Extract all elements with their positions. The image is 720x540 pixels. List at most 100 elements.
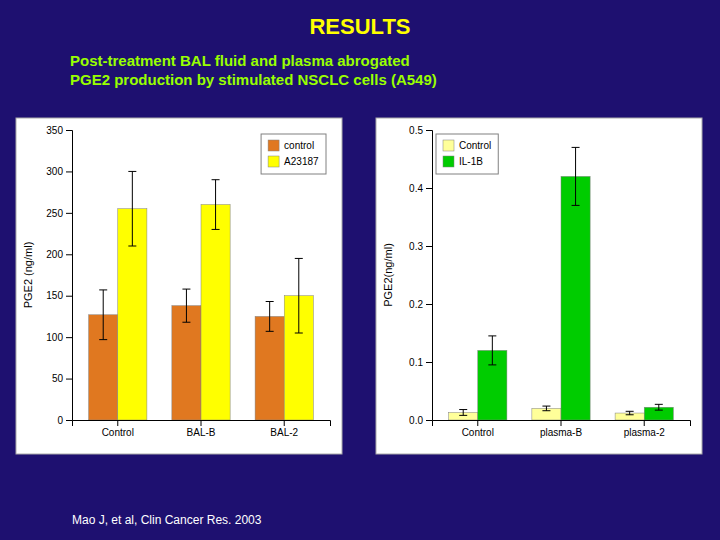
legend-label: A23187: [284, 156, 319, 167]
x-tick: plasma-2: [624, 420, 666, 438]
y-tick-label: 350: [46, 125, 63, 136]
y-tick-mark: [426, 246, 432, 247]
legend-swatch: [443, 140, 454, 151]
y-tick-label: 200: [46, 249, 63, 260]
y-tick-label: 0.4: [409, 183, 423, 194]
marks: [449, 147, 674, 420]
y-tick-mark: [426, 130, 432, 131]
error-bar: [488, 336, 496, 365]
y-tick: 0: [57, 415, 72, 426]
y-tick-label: 150: [46, 290, 63, 301]
x-tick: plasma-B: [540, 420, 583, 438]
x-tick: Control: [102, 420, 134, 438]
y-tick: 350: [46, 125, 72, 136]
y-tick-label: 0: [57, 415, 63, 426]
y-tick: 250: [46, 208, 72, 219]
legend-frame: [261, 134, 326, 174]
error-bar: [99, 290, 107, 340]
x-tick-mark: [477, 420, 478, 426]
chart-panel: [376, 118, 702, 454]
legend-item: A23187: [268, 156, 319, 167]
y-tick: 100: [46, 332, 72, 343]
y-tick-mark: [426, 188, 432, 189]
error-bar: [626, 411, 634, 414]
x-axis: Control BAL-B BAL-2: [73, 420, 331, 438]
y-tick: 0.0: [409, 415, 432, 426]
legend-label: control: [284, 140, 314, 151]
y-tick: 0.1: [409, 357, 432, 368]
error-bar: [212, 180, 220, 230]
legend: control A23187: [261, 134, 326, 174]
y-tick-mark: [66, 379, 72, 380]
marks: [89, 171, 314, 420]
bar: [561, 176, 590, 420]
x-tick-label: plasma-2: [624, 427, 666, 438]
legend-swatch: [268, 140, 279, 151]
x-tick-label: Control: [102, 427, 134, 438]
x-tick-label: Control: [462, 427, 494, 438]
x-tick: Control: [462, 420, 494, 438]
legend-item: control: [268, 140, 314, 151]
y-tick-label: 0.2: [409, 299, 423, 310]
subtitle: Post-treatment BAL fluid and plasma abro…: [70, 52, 437, 88]
y-tick-mark: [66, 171, 72, 172]
bar: [255, 316, 284, 420]
x-axis-line: [73, 421, 331, 427]
y-tick-mark: [66, 337, 72, 338]
y-axis-line: [66, 131, 73, 421]
title: RESULTS: [309, 14, 410, 39]
y-tick: 0.5: [409, 125, 432, 136]
y-tick: 300: [46, 166, 72, 177]
legend-swatch: [268, 156, 279, 167]
legend-item: Control: [443, 140, 491, 151]
error-bar: [542, 406, 550, 411]
error-bar: [459, 410, 467, 416]
y-tick: 0.3: [409, 241, 432, 252]
y-tick-label: 0.5: [409, 125, 423, 136]
x-tick-mark: [284, 420, 285, 426]
error-bar: [182, 289, 190, 322]
chart-root: RESULTS Post-treatment BAL fluid and plas…: [0, 0, 720, 540]
y-tick: 0.2: [409, 299, 432, 310]
legend-swatch: [443, 156, 454, 167]
x-tick-label: plasma-B: [540, 427, 583, 438]
x-tick-mark: [117, 420, 118, 426]
bar: [201, 205, 230, 420]
legend-frame: [436, 134, 498, 174]
x-axis: Control plasma-B plasma-2: [433, 420, 691, 438]
legend-item: IL-1B: [443, 156, 483, 167]
y-tick-mark: [66, 213, 72, 214]
x-tick: BAL-2: [270, 420, 298, 438]
y-axis: 0.0 0.1 0.2 0.3 0.4 0.5: [409, 125, 432, 426]
x-tick-label: BAL-B: [187, 427, 216, 438]
chart: 0 50 100 150 200 250 300 350 Control BAL-B BAL-2 PG…: [22, 125, 331, 438]
y-tick-mark: [426, 362, 432, 363]
x-tick: BAL-B: [187, 420, 216, 438]
legend-label: IL-1B: [459, 156, 483, 167]
y-tick: 200: [46, 249, 72, 260]
y-tick-mark: [66, 130, 72, 131]
y-tick-mark: [66, 296, 72, 297]
x-tick-label: BAL-2: [270, 427, 298, 438]
y-axis-title: PGE2 (ng/ml): [22, 242, 34, 309]
y-tick-mark: [426, 420, 432, 421]
y-tick-label: 0.1: [409, 357, 423, 368]
x-axis-line: [433, 421, 691, 427]
x-tick-mark: [644, 420, 645, 426]
chart-panel: [16, 118, 342, 454]
background: [0, 0, 720, 540]
bar: [172, 306, 201, 420]
y-axis: 0 50 100 150 200 250 300 350: [46, 125, 72, 426]
chart: 0.0 0.1 0.2 0.3 0.4 0.5 Control plasma-B plasma-…: [382, 125, 691, 438]
y-tick: 150: [46, 290, 72, 301]
y-tick-label: 250: [46, 208, 63, 219]
y-tick-label: 300: [46, 166, 63, 177]
legend-label: Control: [459, 140, 491, 151]
error-bar: [295, 258, 303, 333]
y-tick-label: 100: [46, 332, 63, 343]
y-tick-label: 50: [52, 373, 64, 384]
error-bar: [128, 171, 136, 246]
y-tick: 50: [52, 373, 72, 384]
legend: Control IL-1B: [436, 134, 498, 174]
y-tick-mark: [66, 420, 72, 421]
